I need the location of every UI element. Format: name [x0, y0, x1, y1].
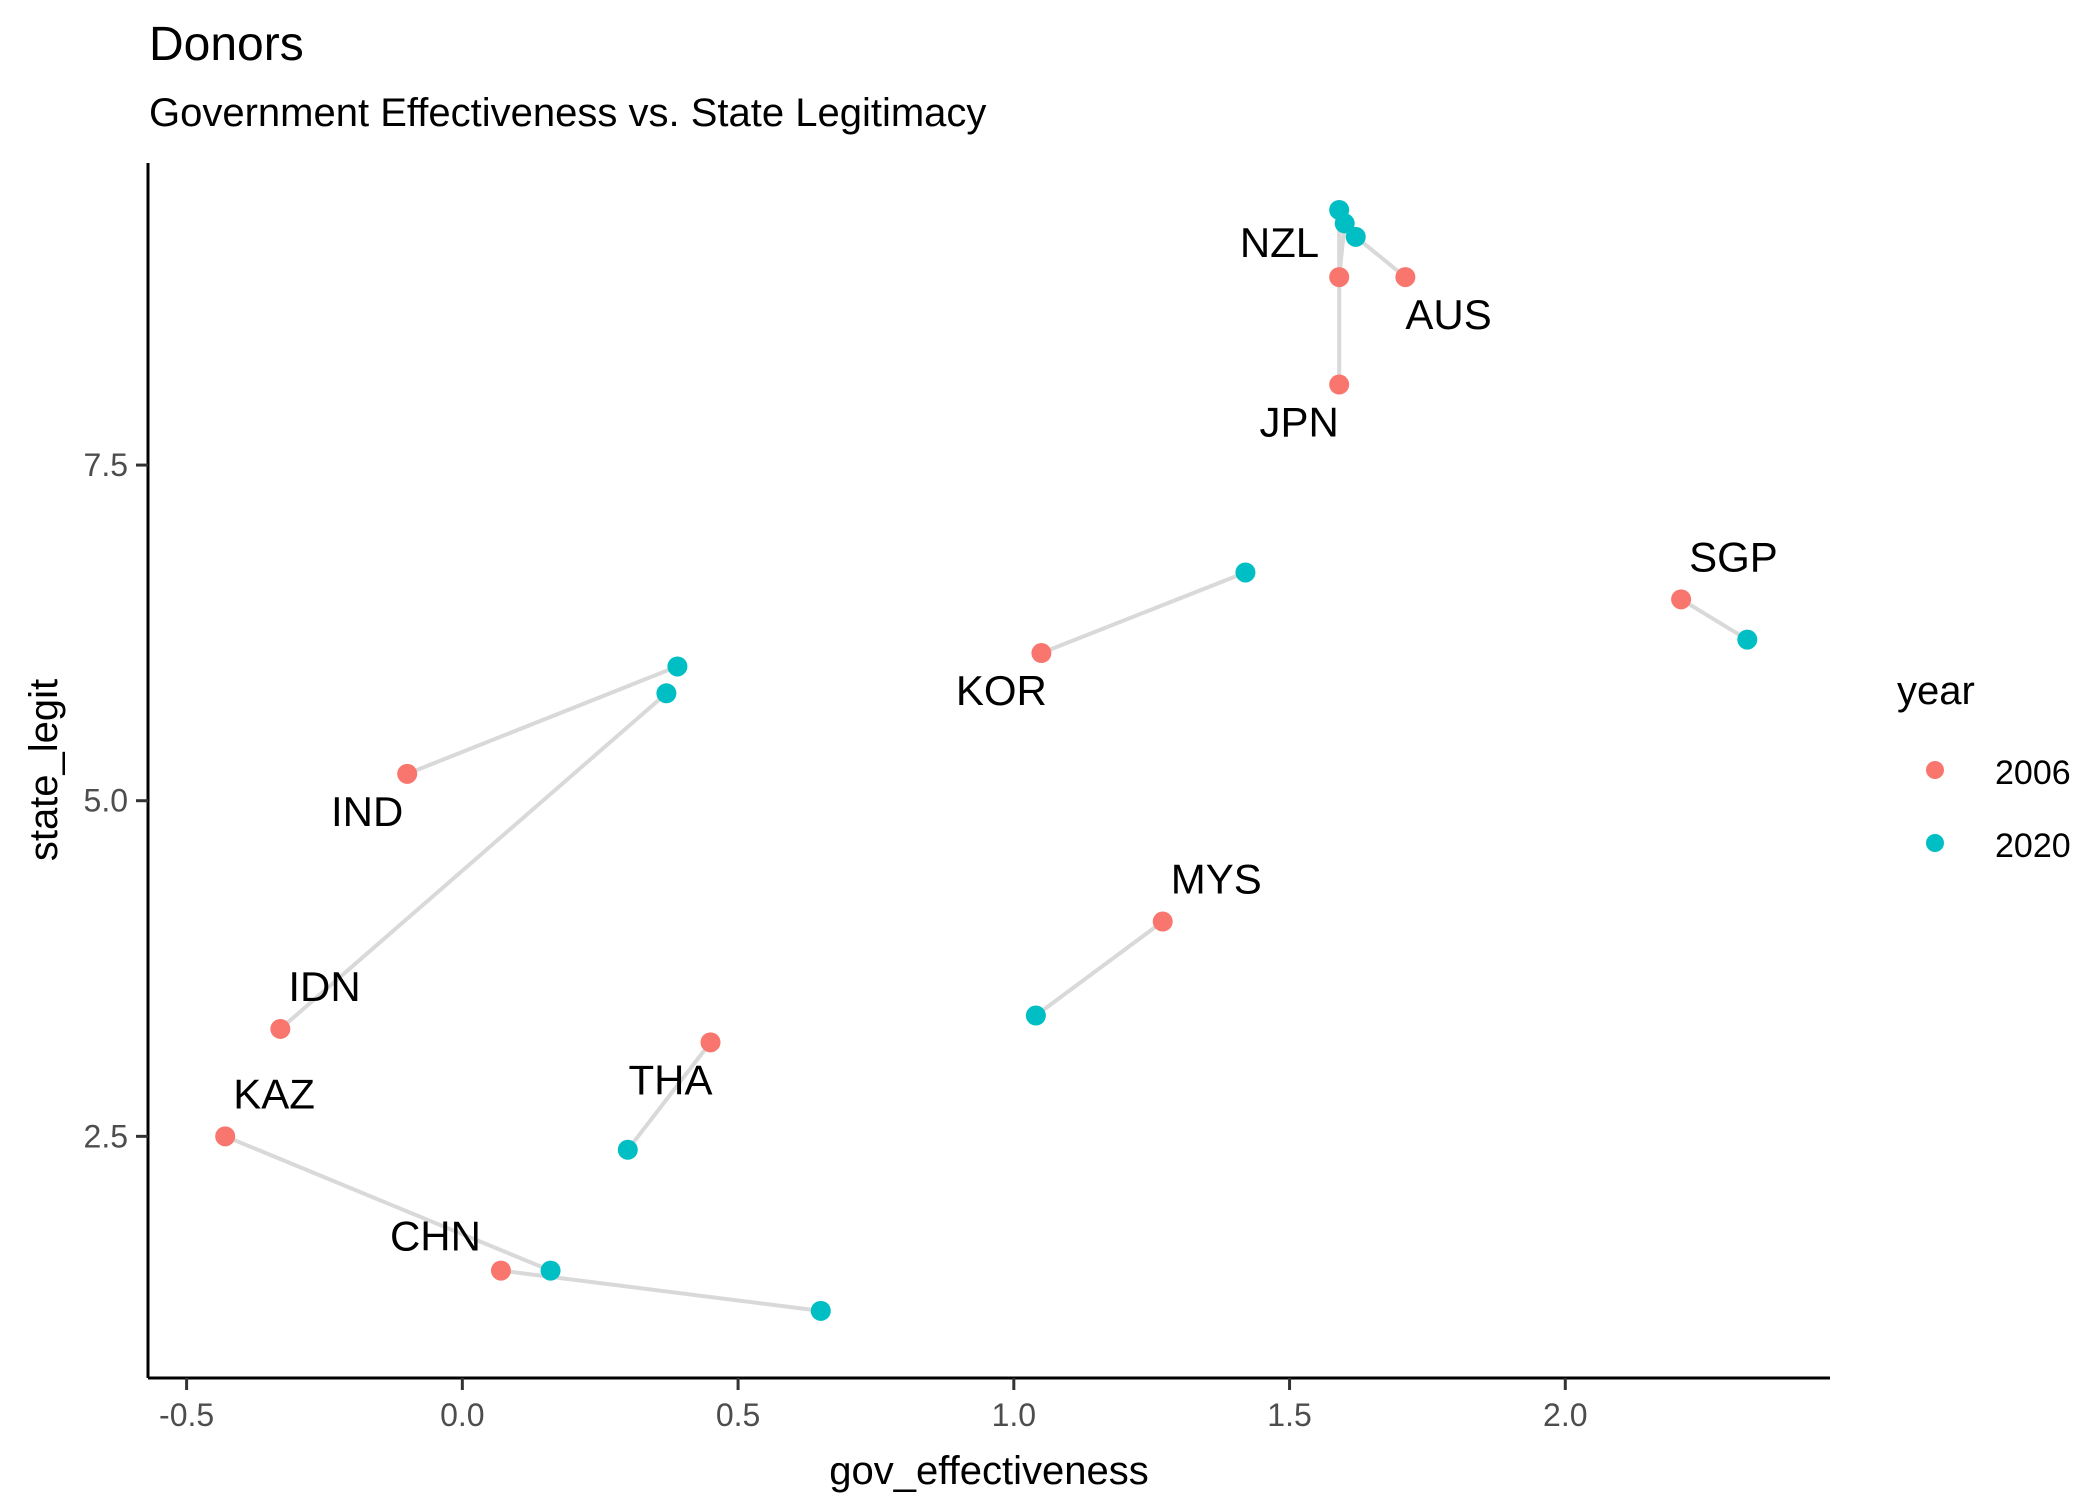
y-axis-label: state_legit [22, 679, 66, 861]
point-label: KOR [956, 667, 1047, 714]
x-tick-label: -0.5 [159, 1397, 214, 1433]
legend-title: year [1897, 669, 1975, 713]
x-tick-label: 0.0 [440, 1397, 484, 1433]
point-label: THA [629, 1056, 713, 1103]
legend: year 2006 2020 [1897, 669, 2071, 865]
y-tick-label: 5.0 [84, 783, 128, 819]
legend-key-2020 [1926, 834, 1944, 852]
connector-line [1041, 572, 1245, 653]
data-point-2020 [1235, 562, 1255, 582]
plot-area: AUS JPN NZL SGP KOR MYS IND IDN KAZ CHN THA [215, 200, 1778, 1321]
data-point-2006 [397, 764, 417, 784]
connector-line [225, 1136, 550, 1270]
point-label: IND [331, 788, 403, 835]
x-tick-label: 1.5 [1267, 1397, 1311, 1433]
chart-subtitle: Government Effectiveness vs. State Legit… [149, 91, 986, 135]
data-point-2020 [1026, 1006, 1046, 1026]
x-tick-label: 2.0 [1543, 1397, 1587, 1433]
data-point-2006 [1153, 912, 1173, 932]
data-point-2020 [1335, 213, 1355, 233]
point-label: JPN [1260, 399, 1339, 446]
point-label: MYS [1171, 856, 1262, 903]
data-point-2020 [541, 1261, 561, 1281]
data-point-2020 [1737, 630, 1757, 650]
y-tick-label: 7.5 [84, 447, 128, 483]
point-label: IDN [288, 963, 360, 1010]
point-label: SGP [1689, 533, 1778, 580]
data-point-2006 [1395, 267, 1415, 287]
point-label: KAZ [233, 1070, 315, 1117]
chart-title: Donors [149, 18, 304, 71]
data-point-2006 [270, 1019, 290, 1039]
connector-line [1036, 922, 1163, 1016]
point-label: AUS [1405, 291, 1491, 338]
data-point-2006 [215, 1126, 235, 1146]
x-axis-label: gov_effectiveness [829, 1449, 1148, 1493]
data-point-2006 [1329, 375, 1349, 395]
data-point-2006 [1329, 267, 1349, 287]
x-tick-label: 0.5 [716, 1397, 760, 1433]
x-tick-label: 1.0 [992, 1397, 1036, 1433]
point-label: NZL [1240, 219, 1319, 266]
legend-key-2006 [1926, 761, 1944, 779]
data-point-2006 [1671, 589, 1691, 609]
data-point-2020 [618, 1140, 638, 1160]
legend-label-2006: 2006 [1995, 754, 2071, 792]
data-point-2006 [701, 1032, 721, 1052]
point-label: CHN [390, 1213, 481, 1260]
axes: -0.5 0.0 0.5 1.0 1.5 2.0 2.5 5.0 7.5 [84, 447, 1588, 1433]
data-point-2020 [811, 1301, 831, 1321]
data-point-2020 [656, 683, 676, 703]
y-tick-label: 2.5 [84, 1118, 128, 1154]
connector-line [1681, 599, 1747, 639]
data-point-2006 [1031, 643, 1051, 663]
legend-label-2020: 2020 [1995, 827, 2071, 865]
data-point-2020 [667, 656, 687, 676]
data-point-2006 [491, 1261, 511, 1281]
